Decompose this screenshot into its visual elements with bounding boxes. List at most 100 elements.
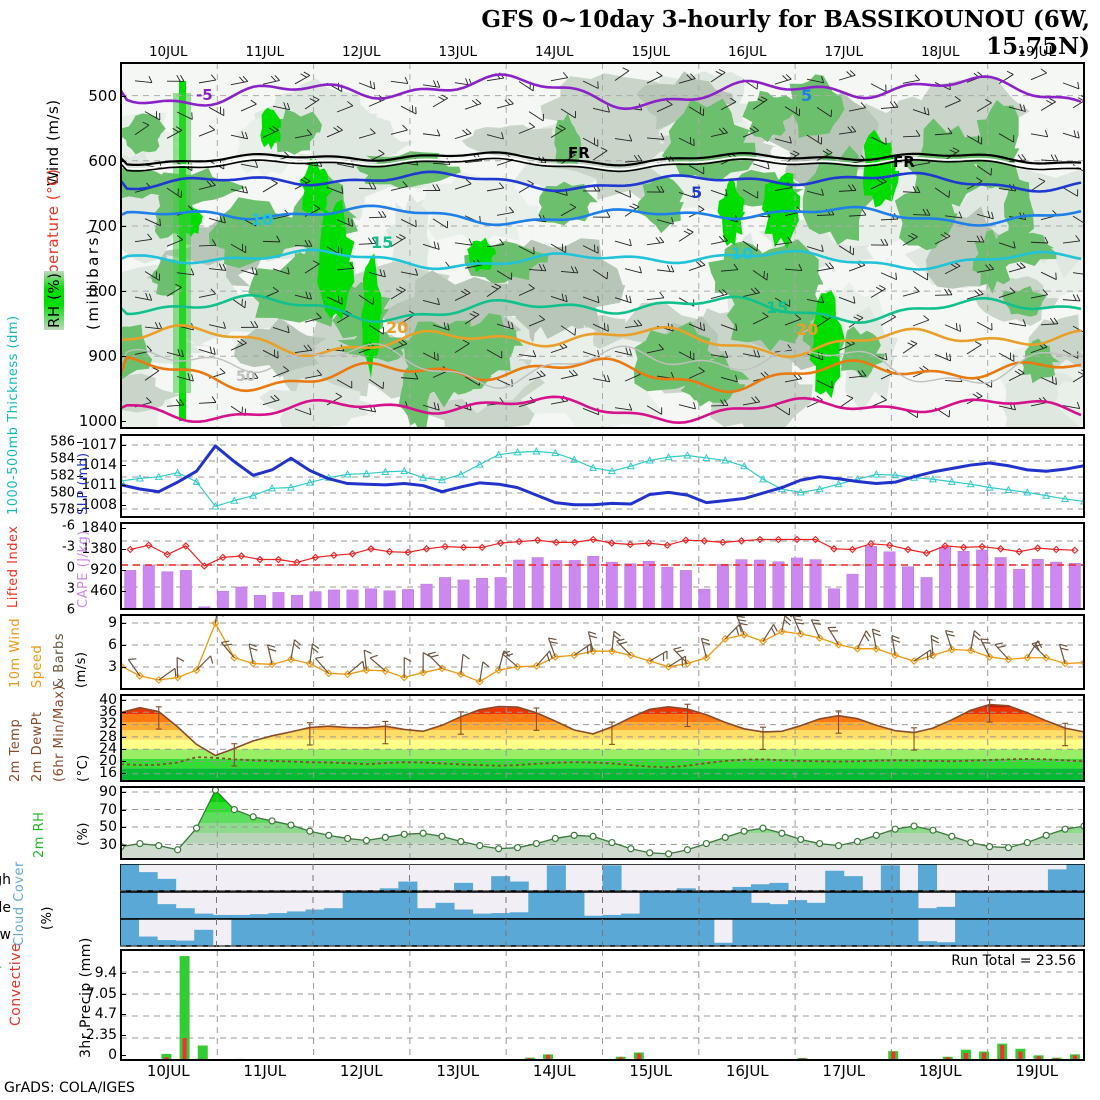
caption-cloud-cover: Cloud Cover — [12, 861, 27, 946]
y-tick-label: 3 — [108, 659, 117, 675]
tick-mark — [120, 667, 126, 668]
date-label-top: 13JUL — [438, 44, 478, 60]
tick-mark — [120, 570, 126, 571]
y-tick-label: 32 — [99, 716, 117, 733]
tick-mark — [120, 792, 126, 793]
caption-2m-rh: 2m RH — [32, 811, 47, 858]
caption-minmax: (6hr Min/Max) — [52, 685, 67, 782]
tick-mark — [120, 724, 126, 726]
tick-mark — [120, 421, 126, 423]
tick-mark — [120, 225, 126, 227]
y-tick-label: 800 — [88, 282, 117, 301]
date-label-bottom: 12JUL — [339, 1062, 383, 1080]
date-label-top: 14JUL — [534, 44, 574, 60]
tick-mark — [120, 1034, 126, 1036]
date-label-top: 16JUL — [727, 44, 767, 60]
tick-mark — [120, 827, 126, 828]
cloud-cover-panel[interactable] — [120, 864, 1085, 947]
top-date-axis: 10JUL 11JUL 12JUL 13JUL 14JUL 15JUL 16JUL 17JUL… — [0, 44, 1100, 64]
date-label-bottom: 11JUL — [243, 1062, 287, 1080]
svg-text:20: 20 — [386, 318, 408, 337]
y-tick-label: 90 — [99, 784, 117, 800]
caption-cloud-units: (%) — [40, 906, 55, 930]
svg-text:FR: FR — [568, 144, 590, 162]
date-label-bottom: 18JUL — [918, 1062, 962, 1080]
tick-mark — [120, 95, 126, 97]
temp2m-panel[interactable] — [120, 694, 1085, 782]
y-tick-label: 1008 — [81, 497, 117, 513]
svg-text:20: 20 — [796, 320, 818, 339]
date-label-top: 19JUL — [1017, 44, 1057, 60]
tick-mark — [120, 623, 126, 624]
tick-mark — [120, 528, 126, 529]
date-label-top: 12JUL — [341, 44, 381, 60]
date-label-bottom: 15JUL — [629, 1062, 673, 1080]
cloud-row-label-high: high — [0, 872, 11, 888]
y-tick-label: 920 — [90, 562, 117, 578]
date-label-top: 11JUL — [245, 44, 285, 60]
tick-mark — [120, 1014, 126, 1015]
y-tick-label: 20 — [99, 753, 117, 769]
tick-mark — [120, 1055, 126, 1056]
slp-thickness-panel[interactable] — [120, 434, 1085, 518]
y-tick-label: 70 — [99, 801, 117, 818]
y-tick-label: 700 — [88, 216, 117, 235]
tick-mark — [120, 712, 126, 714]
date-label-bottom: 16JUL — [725, 1062, 769, 1080]
y-tick-label: 900 — [88, 347, 117, 366]
tick-mark — [120, 736, 126, 738]
bottom-date-axis: 10JUL 11JUL 12JUL 13JUL 14JUL 15JUL 16JUL 17JUL… — [0, 1062, 1100, 1082]
y-tick-label: 1014 — [81, 457, 117, 473]
y-tick-label: 1011 — [81, 477, 117, 493]
caption-barbs: & Barbs — [52, 632, 67, 688]
caption-thickness: 1000-500mb Thickness (dm) — [6, 315, 21, 515]
lifted-index-tick: 0 — [66, 560, 75, 576]
run-total-label: Run Total = 23.56 — [951, 953, 1076, 969]
y-tick-label: 9 — [108, 615, 117, 631]
y-tick-label: 2.35 — [85, 1026, 117, 1043]
date-label-bottom: 14JUL — [532, 1062, 576, 1080]
tick-mark — [120, 505, 126, 506]
svg-text:50: 50 — [236, 369, 256, 385]
date-label-top: 15JUL — [631, 44, 671, 60]
tick-mark — [120, 809, 126, 811]
tick-mark — [120, 160, 126, 162]
caption-cape: CAPE (J/kg) — [76, 530, 91, 608]
rh2m-plot — [121, 787, 1084, 859]
y-tick-label: 1840 — [81, 520, 117, 536]
tick-mark — [120, 291, 126, 293]
thickness-tick: 580 — [50, 485, 75, 501]
date-label-top: 18JUL — [920, 44, 960, 60]
y-tick-label: 28 — [99, 728, 117, 745]
slp-thickness-plot — [121, 435, 1084, 517]
wind-panel[interactable] — [120, 614, 1085, 690]
caption-millibars: (millibars) — [84, 226, 102, 330]
tick-mark — [120, 465, 126, 466]
cape-li-panel[interactable] — [120, 522, 1085, 610]
caption-2m-temp: 2m Temp — [8, 718, 23, 782]
caption-2m-dewpt: 2m DewPt — [30, 711, 45, 782]
date-label-bottom: 19JUL — [1015, 1062, 1059, 1080]
precip-panel[interactable]: Run Total = 23.56 — [120, 949, 1085, 1061]
y-tick-label: 9.4 — [94, 965, 117, 981]
cape-li-plot — [121, 523, 1084, 609]
tick-mark — [120, 993, 126, 995]
svg-text:10: 10 — [731, 244, 753, 263]
date-label-bottom: 10JUL — [146, 1062, 190, 1080]
svg-text:10: 10 — [251, 210, 273, 229]
caption-rh: RH (%) — [44, 270, 64, 330]
thickness-tick: 586 — [50, 434, 75, 450]
tick-mark — [77, 442, 83, 443]
date-label-bottom: 17JUL — [822, 1062, 866, 1080]
thickness-tick: 584 — [50, 451, 75, 467]
cloud-row-label-middle: middle — [0, 900, 11, 916]
tick-mark — [77, 493, 83, 494]
tick-mark — [120, 973, 126, 974]
date-label-bottom: 13JUL — [436, 1062, 480, 1080]
temp2m-plot — [121, 695, 1084, 781]
tick-mark — [120, 761, 126, 762]
rh2m-panel[interactable] — [120, 786, 1085, 860]
upper-air-panel[interactable]: -5 5 10 5 10 15 15 20 20 50 FR FR — [120, 62, 1085, 429]
tick-mark — [120, 485, 126, 486]
